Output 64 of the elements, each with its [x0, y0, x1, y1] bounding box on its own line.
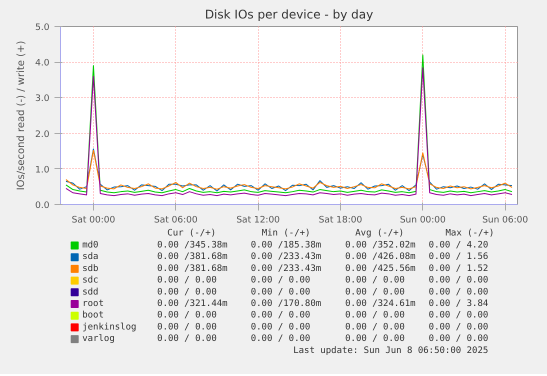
y-tick-label: 0.0 — [35, 201, 50, 211]
text: 0.00 /381.68m — [157, 264, 228, 274]
text: 0.00 / 0.00 — [345, 276, 405, 286]
text: 0.00 /381.68m — [157, 252, 228, 262]
text: 0.00 / 0.00 — [250, 334, 310, 344]
text: Max (-/+) — [445, 228, 494, 238]
text: 0.00 / 0.00 — [250, 322, 310, 332]
legend-label: sdb — [82, 264, 98, 274]
x-tick-label: Sun 06:00 — [482, 216, 528, 226]
text: 0.00 /233.43m — [250, 252, 322, 262]
text: 0.00 / 0.00 — [428, 276, 488, 286]
text: 0.00 /345.38m — [157, 240, 228, 250]
text: 0.00 / 1.52 — [428, 264, 488, 274]
x-tick-label: Sun 00:00 — [400, 216, 446, 226]
text: 0.00 / 4.20 — [428, 240, 488, 250]
text: 0.00 / 0.00 — [250, 276, 310, 286]
text: 0.00 / 0.00 — [345, 334, 405, 344]
text: Min (-/+) — [262, 228, 310, 238]
y-tick-label: 3.0 — [35, 94, 50, 104]
x-tick-label: Sat 00:00 — [72, 216, 116, 226]
legend-label: boot — [82, 310, 104, 321]
legend-label: varlog — [82, 334, 115, 344]
y-tick-label: 5.0 — [35, 23, 50, 33]
text: Last update: Sun Jun 8 06:50:00 2025 — [293, 346, 488, 356]
legend-label: root — [82, 299, 104, 309]
text: 0.00 / 0.00 — [250, 310, 310, 321]
text: 0.00 / 0.00 — [157, 287, 217, 298]
text: 0.00 / 0.00 — [157, 334, 217, 344]
x-tick-label: Sat 18:00 — [318, 216, 363, 226]
text: 0.00 / 0.00 — [428, 334, 488, 344]
text: 0.00 / 0.00 — [428, 310, 488, 321]
text: 0.00 / 0.00 — [250, 287, 310, 298]
y-tick-label: 1.0 — [35, 165, 50, 176]
text: Avg (-/+) — [355, 228, 404, 238]
y-tick-label: 4.0 — [35, 58, 50, 69]
text: 0.00 / 0.00 — [157, 276, 217, 286]
text: 0.00 / 0.00 — [428, 287, 488, 298]
text: 0.00 / 0.00 — [345, 322, 405, 332]
y-axis-title: IOs/second read (-) / write (+) — [16, 40, 28, 190]
text: 0.00 /324.61m — [345, 299, 416, 309]
text: 0.00 /185.38m — [250, 240, 322, 250]
text: 0.00 /233.43m — [250, 264, 322, 274]
text: 0.00 /425.56m — [345, 264, 416, 274]
text: 0.00 /321.44m — [157, 299, 228, 309]
text: 0.00 / 1.56 — [428, 252, 488, 262]
x-tick-label: Sat 12:00 — [236, 216, 280, 226]
text: 0.00 /426.08m — [345, 252, 416, 262]
legend-label: md0 — [82, 240, 98, 250]
text: Cur (-/+) — [167, 228, 216, 238]
text: 0.00 / 3.84 — [428, 299, 488, 309]
x-tick-label: Sat 06:00 — [154, 216, 198, 226]
y-tick-label: 2.0 — [35, 130, 50, 140]
legend-label: sdc — [82, 276, 98, 286]
legend-label: sda — [82, 252, 98, 262]
legend-label: sdd — [82, 287, 98, 298]
legend-label: jenkinslog — [82, 322, 136, 332]
text: 0.00 / 0.00 — [345, 287, 405, 298]
text: 0.00 /352.02m — [345, 240, 416, 250]
text: 0.00 /170.80m — [250, 299, 322, 309]
text: 0.00 / 0.00 — [345, 310, 405, 321]
text: 0.00 / 0.00 — [157, 322, 217, 332]
text: 0.00 / 0.00 — [157, 310, 217, 321]
chart-title: Disk IOs per device - by day — [204, 8, 374, 22]
text: 0.00 / 0.00 — [428, 322, 488, 332]
